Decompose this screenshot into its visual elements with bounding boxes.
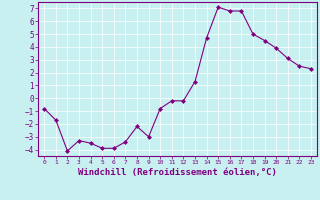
X-axis label: Windchill (Refroidissement éolien,°C): Windchill (Refroidissement éolien,°C) xyxy=(78,168,277,177)
